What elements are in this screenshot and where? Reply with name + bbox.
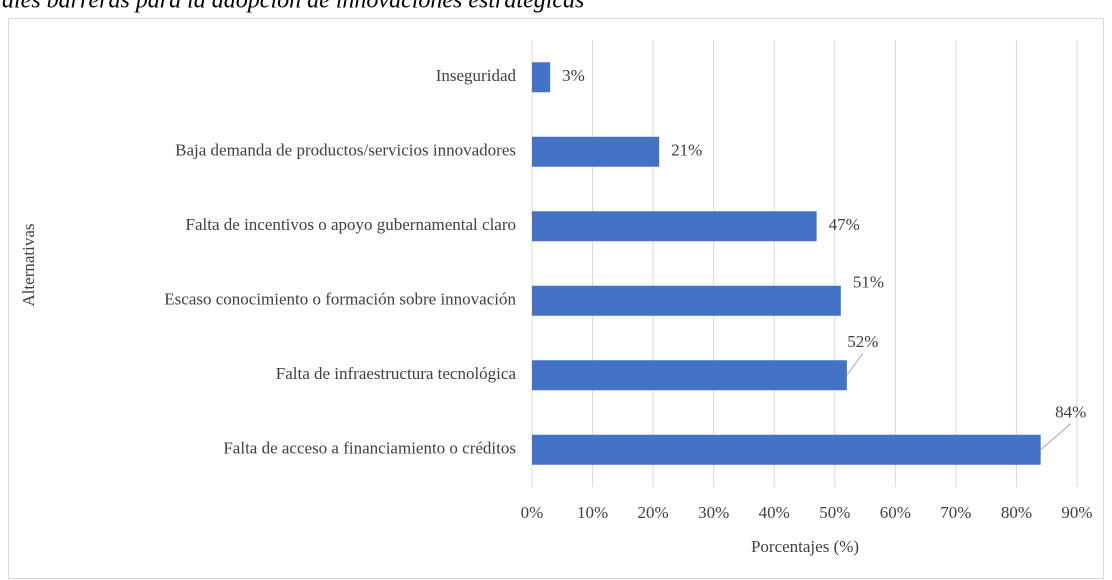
y-tick-label: Escaso conocimiento o formación sobre in… bbox=[164, 290, 516, 309]
x-tick-label: 80% bbox=[1001, 503, 1032, 522]
bar bbox=[532, 136, 660, 167]
bar bbox=[532, 62, 551, 93]
bar bbox=[532, 360, 847, 391]
x-tick-label: 30% bbox=[698, 503, 729, 522]
x-tick-label: 40% bbox=[759, 503, 790, 522]
y-tick-label: Baja demanda de productos/servicios inno… bbox=[175, 141, 516, 160]
x-tick-label: 50% bbox=[819, 503, 850, 522]
x-tick-label: 20% bbox=[638, 503, 669, 522]
bar bbox=[532, 434, 1041, 465]
leader-line bbox=[1040, 423, 1071, 451]
data-label: 52% bbox=[847, 332, 878, 351]
data-label: 3% bbox=[562, 66, 585, 85]
x-tick-label: 10% bbox=[577, 503, 608, 522]
bar bbox=[532, 285, 841, 316]
chart-title: ales barreras para la adopción de innova… bbox=[2, 0, 584, 14]
x-axis-title: Porcentajes (%) bbox=[751, 537, 859, 556]
y-tick-label: Falta de incentivos o apoyo gubernamenta… bbox=[186, 215, 516, 234]
bar bbox=[532, 211, 817, 242]
x-tick-label: 60% bbox=[880, 503, 911, 522]
chart-frame bbox=[8, 18, 1104, 579]
y-axis-title: Alternativas bbox=[19, 223, 38, 306]
x-tick-label: 90% bbox=[1061, 503, 1092, 522]
data-label: 51% bbox=[853, 273, 884, 292]
leader-line bbox=[846, 352, 864, 376]
data-label: 47% bbox=[829, 215, 860, 234]
data-label: 21% bbox=[671, 141, 702, 160]
y-tick-label: Falta de acceso a financiamiento o crédi… bbox=[223, 439, 516, 458]
data-label: 84% bbox=[1055, 403, 1086, 422]
x-tick-label: 70% bbox=[940, 503, 971, 522]
y-tick-label: Inseguridad bbox=[436, 66, 517, 85]
x-tick-label: 0% bbox=[521, 503, 544, 522]
y-tick-label: Falta de infraestructura tecnológica bbox=[276, 364, 517, 383]
